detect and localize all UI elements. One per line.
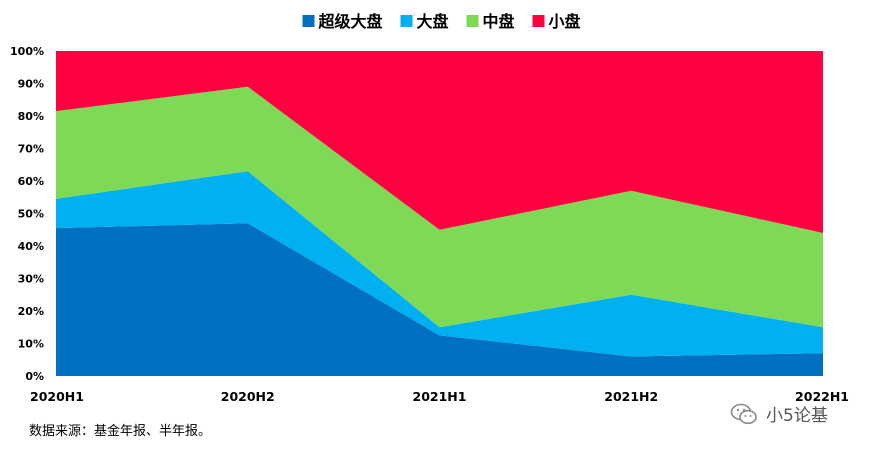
area-series-3 bbox=[56, 51, 823, 233]
y-tick-label: 90% bbox=[18, 78, 44, 91]
legend-swatch bbox=[400, 15, 413, 27]
legend-swatch bbox=[466, 15, 479, 27]
x-tick-label: 2021H1 bbox=[413, 389, 467, 404]
y-tick-label: 70% bbox=[18, 143, 44, 156]
y-tick-label: 100% bbox=[10, 45, 44, 58]
y-tick-label: 30% bbox=[18, 273, 44, 286]
y-tick-label: 50% bbox=[18, 208, 44, 221]
y-axis: 0% 10% 20% 30% 40% 50% 60% 70% 80% 90% 100% bbox=[10, 45, 44, 383]
legend-label: 超级大盘 bbox=[318, 12, 383, 31]
legend-swatch bbox=[532, 15, 545, 27]
legend-item-3: 小盘 bbox=[532, 12, 581, 31]
area-series-1 bbox=[56, 171, 823, 357]
y-tick-label: 0% bbox=[25, 370, 44, 383]
y-tick-label: 20% bbox=[18, 305, 44, 318]
legend-label: 中盘 bbox=[483, 12, 515, 31]
y-tick-label: 80% bbox=[18, 110, 44, 123]
x-tick-label: 2020H2 bbox=[221, 389, 275, 404]
legend-item-1: 大盘 bbox=[400, 12, 449, 31]
x-tick-label: 2022H1 bbox=[795, 389, 849, 404]
x-tick-label: 2020H1 bbox=[30, 389, 84, 404]
legend-item-0: 超级大盘 bbox=[302, 12, 383, 31]
y-tick-label: 40% bbox=[18, 240, 44, 253]
plot-areas bbox=[56, 51, 823, 376]
x-tick-label: 2021H2 bbox=[604, 389, 658, 404]
wechat-icon bbox=[730, 403, 757, 424]
legend-label: 小盘 bbox=[549, 12, 581, 31]
y-tick-label: 60% bbox=[18, 175, 44, 188]
legend-label: 大盘 bbox=[417, 12, 449, 31]
y-tick-label: 10% bbox=[18, 338, 44, 351]
watermark: 小5论基 bbox=[730, 401, 828, 426]
x-axis: 2020H1 2020H2 2021H1 2021H2 2022H1 bbox=[30, 389, 849, 404]
area-series-0 bbox=[56, 223, 823, 376]
area-series-2 bbox=[56, 86, 823, 328]
legend-swatch bbox=[302, 15, 315, 27]
source-note: 数据来源：基金年报、半年报。 bbox=[29, 424, 212, 439]
legend: 超级大盘 大盘 中盘 小盘 bbox=[302, 12, 581, 31]
legend-item-2: 中盘 bbox=[466, 12, 515, 31]
watermark-text: 小5论基 bbox=[766, 406, 828, 426]
